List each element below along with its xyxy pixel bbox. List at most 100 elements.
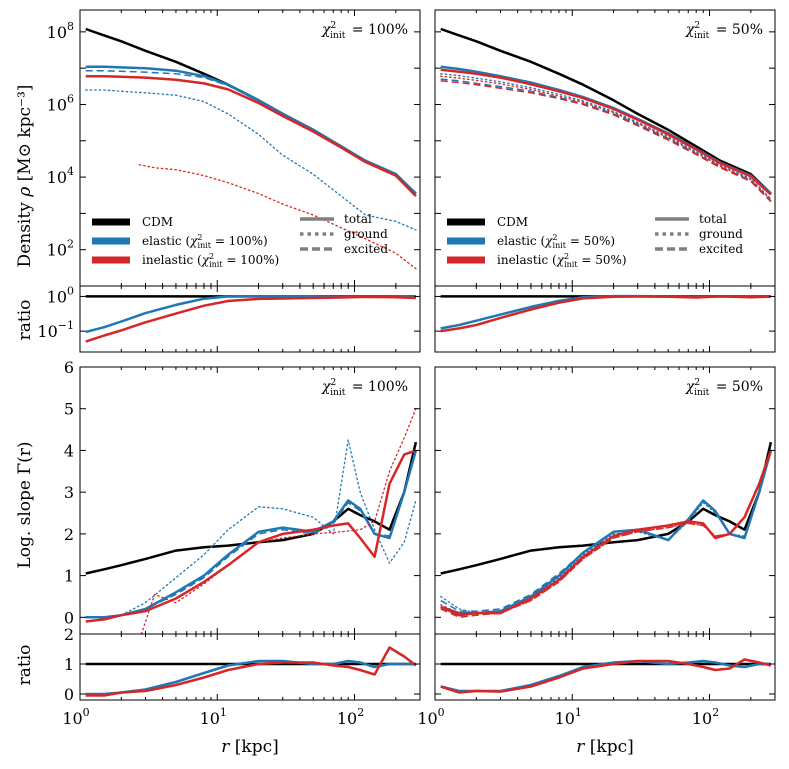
density-right-series [440, 27, 772, 203]
density-ylabel-prefix: Density [15, 202, 35, 268]
density-ratio-right-panel [434, 285, 776, 353]
slope-right-line-elastic-excited [440, 450, 772, 612]
slope-ratio-left-xtick-label: 100 [62, 706, 89, 728]
slope-right-line-elastic-ground [440, 449, 772, 614]
slope-right-line-cdm-total [440, 441, 773, 575]
density-left-line-inelastic-ground [138, 164, 417, 270]
density-left-ytick-label: 102 [47, 238, 74, 260]
density-right-line-inelastic-total [440, 68, 772, 196]
slope-left-ytick-label: 1 [64, 567, 74, 586]
density-ratio-left-series [85, 295, 416, 343]
slope-ratio-right-xtick-label: 102 [692, 706, 719, 728]
slope-left-line-elastic-ground [85, 439, 417, 618]
slope-ratio-left-line-inelastic [85, 646, 417, 697]
density-ratio-right-ticks [434, 286, 776, 352]
density-ratio-left-frame [79, 285, 421, 353]
density-ylabel-unit: [M⊙ kpc⁻³] [15, 85, 35, 182]
density-left-ytick-label: 108 [47, 20, 74, 42]
slope-left-ytick-label: 2 [64, 525, 74, 544]
slope-ylabel: Log. slope Γ(r) [15, 441, 35, 568]
density-left-series [85, 27, 417, 270]
slope-left-line-inelastic-total [85, 449, 417, 623]
density-right-line-inelastic-ground [440, 75, 772, 201]
slope-right-series [440, 441, 773, 619]
density-right-legend-style-label: excited [699, 242, 743, 256]
density-right-legend-label: elastic (χ2 init = 50%) [497, 233, 615, 250]
slope-left-ytick-label: 3 [64, 483, 74, 502]
density-right-line-cdm-total [440, 27, 772, 195]
density-left-ytick-label: 106 [47, 92, 74, 114]
slope-ratio-left-xtick-label: 101 [200, 706, 227, 728]
density-left-legend: CDM elastic (χ2 init = 100%) inelastic (χ2 i… [92, 212, 388, 269]
slope-left-line-elastic-excited [85, 450, 417, 619]
density-left-legend-label: elastic (χ2 init = 100%) [142, 233, 268, 250]
density-ratio-right-line-inelastic [440, 295, 771, 333]
xlabel-left: r [kpc] [221, 737, 279, 757]
slope-ratio-right-line-inelastic [440, 658, 772, 694]
density-left-line-inelastic-total [85, 74, 417, 197]
density-left-panel: 102 104 106 108 χ2 init = 100% CDM elastic (χ2 i… [47, 9, 421, 287]
density-right-ticks [434, 10, 776, 287]
density-left-line-elastic-total [85, 65, 417, 195]
slope-left-line-cdm-total [85, 441, 418, 575]
density-ratio-right-frame [434, 285, 776, 353]
slope-left-frame [79, 366, 421, 635]
svg-text:Density ρ [M⊙ kpc⁻³]: Density ρ [M⊙ kpc⁻³] [15, 85, 35, 268]
slope-left-ytick-label: 5 [64, 400, 74, 419]
density-ratio-left-ytick-label: 10−1 [37, 319, 74, 341]
slope-right-line-elastic-total [440, 450, 773, 615]
density-ratio-left-ytick-label: 100 [47, 284, 74, 306]
density-ylabel: Density ρ [M⊙ kpc⁻³] [15, 85, 35, 268]
density-left-legend-label: CDM [142, 215, 173, 229]
slope-ratio-left-ytick-label: 2 [64, 625, 74, 644]
slope-right-line-inelastic-total [440, 449, 773, 617]
density-left-annotation: χ2 init = 100% [321, 21, 408, 41]
slope-ratio-right-series [440, 658, 772, 694]
slope-left-ytick-label: 0 [64, 608, 74, 627]
density-right-legend: CDM elastic (χ2 init = 50%) inelastic (χ2 in… [447, 212, 743, 269]
slope-ratio-left-xtick-label: 102 [337, 706, 364, 728]
density-ratio-left-ticks [79, 286, 421, 352]
slope-right-line-inelastic-ground [440, 449, 772, 614]
density-left-ticks [79, 10, 421, 287]
xlabel-right: r [kpc] [576, 737, 634, 757]
slope-ratio-right-xtick-label: 101 [555, 706, 582, 728]
slope-ratio-left-series [85, 646, 417, 697]
density-right-legend-label: inelastic (χ2 init = 50%) [497, 252, 627, 269]
density-left-legend-style-label: ground [344, 227, 388, 241]
slope-right-frame [434, 366, 776, 635]
density-left-line-cdm-total [85, 27, 417, 195]
slope-left-annotation: χ2 init = 100% [321, 378, 408, 398]
density-right-line-elastic-ground [440, 73, 772, 200]
slope-left-ticks [79, 366, 421, 634]
slope-right-panel: χ2 init = 50% [434, 366, 776, 635]
slope-ratio-right-frame [434, 633, 776, 701]
slope-ratio-ylabel: ratio [15, 645, 35, 686]
slope-ratio-right-xtick-label: 100 [417, 706, 444, 728]
density-ratio-right-series [440, 294, 771, 333]
slope-right-line-inelastic-excited [440, 450, 772, 619]
slope-left-ytick-label: 4 [64, 441, 74, 460]
density-right-legend-style-label: total [699, 212, 727, 226]
slope-left-line-inelastic-ground [140, 408, 417, 634]
density-ratio-left-line-inelastic [85, 295, 416, 343]
density-ratio-right-line-elastic [440, 294, 771, 330]
density-left-legend-style-label: total [344, 212, 372, 226]
density-right-legend-label: CDM [497, 215, 528, 229]
slope-left-panel: 0 1 2 3 4 5 6 χ2 init = 100% [64, 358, 421, 635]
slope-ratio-left-panel: 0 1 2 100 101 102 [62, 625, 421, 728]
slope-left-ytick-label: 6 [64, 358, 74, 377]
density-left-line-elastic-ground [85, 89, 417, 231]
slope-ratio-right-ticks [434, 633, 776, 700]
density-right-panel: χ2 init = 50% CDM elastic (χ2 init = 50%) ine… [434, 9, 776, 287]
density-ratio-ylabel: ratio [15, 300, 35, 341]
density-ratio-left-panel: 100 10−1 [37, 284, 421, 353]
slope-ratio-left-ytick-label: 0 [64, 685, 74, 704]
slope-right-annotation: χ2 init = 50% [685, 378, 763, 398]
density-left-legend-label: inelastic (χ2 init = 100%) [142, 252, 279, 269]
slope-ratio-left-frame [79, 633, 421, 701]
slope-ratio-left-ticks [79, 633, 421, 700]
density-right-annotation: χ2 init = 50% [685, 21, 763, 41]
density-left-ytick-label: 104 [47, 165, 74, 187]
